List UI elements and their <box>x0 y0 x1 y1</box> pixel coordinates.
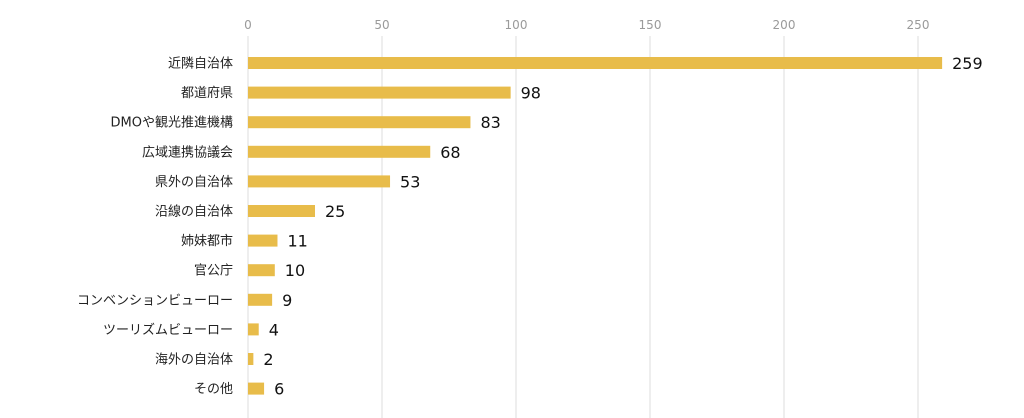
value-label: 25 <box>325 202 345 221</box>
bar <box>248 293 273 306</box>
category-label: 沿線の自治体 <box>155 204 233 220</box>
category-label: ツーリズムビューロー <box>103 322 233 338</box>
category-label: 姉妹都市 <box>181 233 233 249</box>
category-label: 都道府県 <box>181 86 233 101</box>
value-label: 10 <box>285 261 305 280</box>
category-label: 広域連携協議会 <box>142 144 233 160</box>
x-tick-label: 150 <box>639 18 662 32</box>
value-label: 68 <box>440 143 460 162</box>
category-label: コンベンションビューロー <box>77 293 233 308</box>
x-tick-label: 100 <box>505 18 528 32</box>
bar <box>248 234 278 247</box>
bar <box>248 205 315 217</box>
value-label: 4 <box>269 320 279 339</box>
category-label: 近隣自治体 <box>168 56 233 72</box>
x-tick-label: 50 <box>374 18 389 32</box>
bar <box>248 145 431 158</box>
bar <box>248 116 471 129</box>
bar <box>248 353 254 365</box>
value-label: 11 <box>287 232 307 251</box>
value-label: 53 <box>400 172 420 191</box>
value-label: 83 <box>480 113 500 132</box>
x-tick-label: 250 <box>907 18 930 32</box>
value-label: 259 <box>952 54 983 73</box>
x-tick-label: 200 <box>773 18 796 32</box>
category-label: 官公庁 <box>194 263 233 279</box>
category-label: その他 <box>194 382 233 397</box>
value-label: 98 <box>521 84 541 103</box>
category-label: DMOや観光推進機構 <box>111 116 233 131</box>
bar <box>248 86 511 99</box>
value-label: 2 <box>263 350 273 369</box>
value-label: 9 <box>282 291 292 310</box>
category-label: 県外の自治体 <box>155 175 233 190</box>
bar <box>248 264 275 277</box>
bar <box>248 382 265 395</box>
value-label: 6 <box>274 380 284 399</box>
bar <box>248 323 259 336</box>
bar <box>248 57 943 69</box>
bar-layer <box>248 57 943 395</box>
bar <box>248 175 391 188</box>
x-tick-label: 0 <box>244 18 252 32</box>
category-label: 海外の自治体 <box>155 353 233 368</box>
